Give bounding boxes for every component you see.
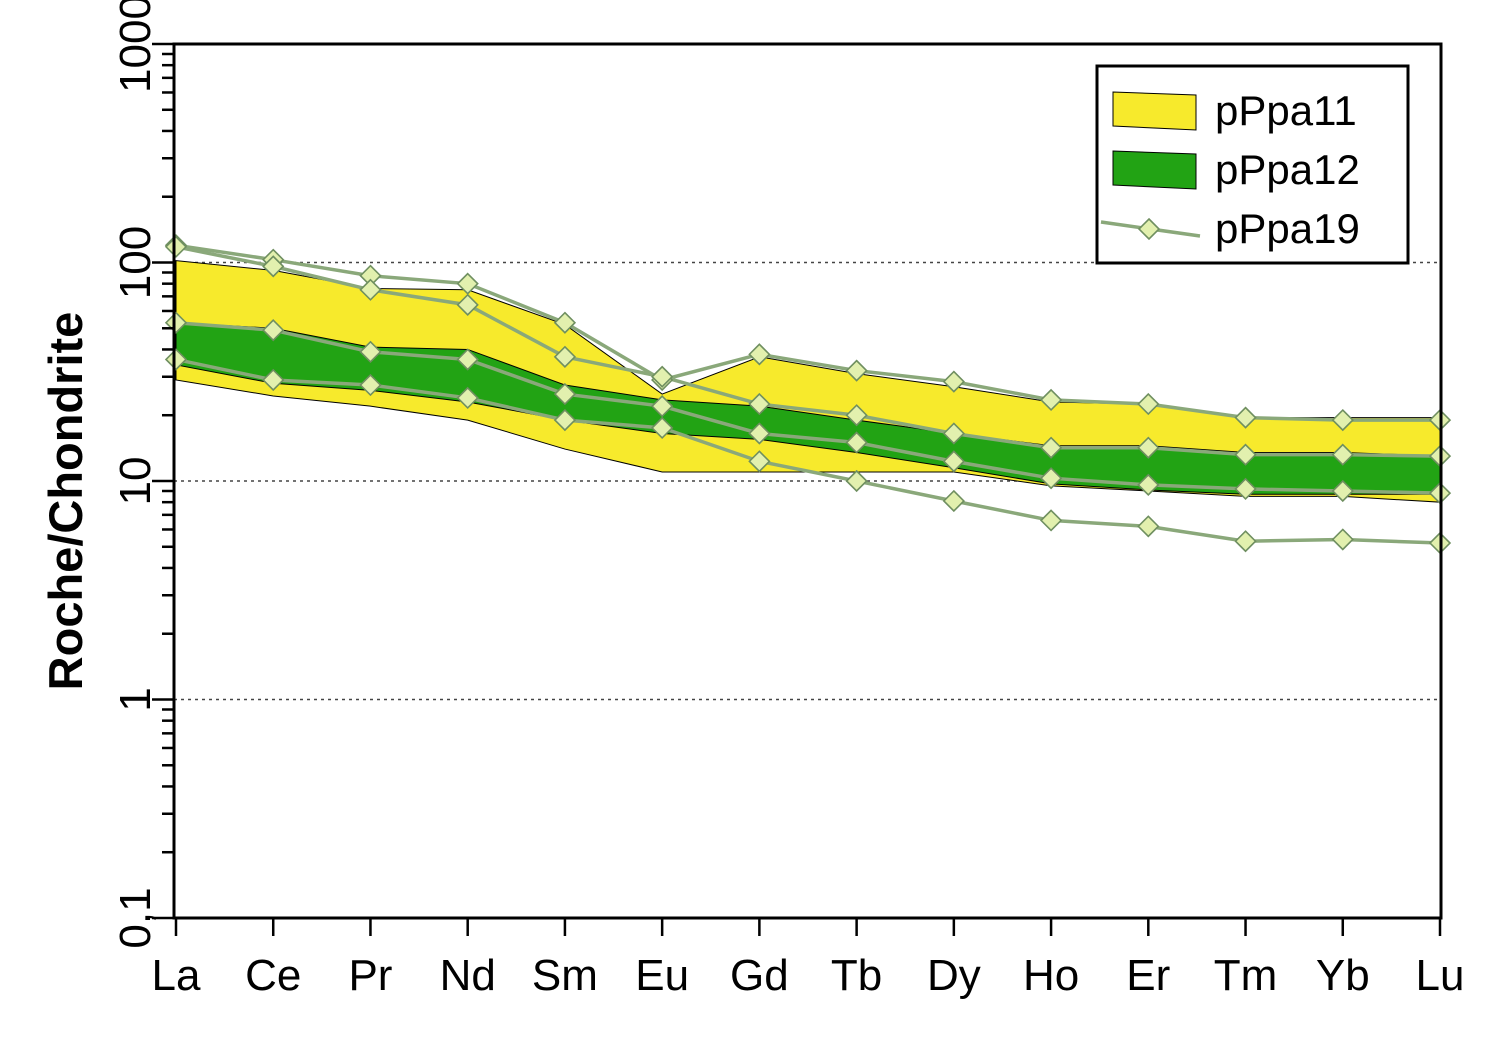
data-point-Yb [1331,479,1354,503]
x-tick-label-Lu: Lu [1416,951,1465,1000]
y-tick-label: 10 [111,457,160,506]
series-markers [164,234,1452,555]
series-lines [175,243,1441,545]
data-point-Eu [651,416,674,440]
axes: 0,1 1 10 100 1000 La Ce Pr Nd Sm Eu Gd Tb Dy Ho Er Tm Yb L… [111,0,1464,1000]
data-point-Nd [456,386,479,410]
data-point-Ho [1039,388,1063,412]
data-point-Tb [845,404,868,427]
data-point-Pr [359,278,382,301]
y-tick-label: 1 [111,687,160,711]
series-line-pPpa19-3 [175,321,1441,495]
data-point-Dy [942,370,965,393]
data-point-Yb [1331,443,1354,466]
data-point-Yb [1331,408,1354,432]
data-point-Tm [1234,530,1257,553]
data-point-Tb [845,431,868,454]
x-tick-label-Tb: Tb [831,951,882,1000]
x-tick-label-Gd: Gd [730,951,789,1000]
x-tick-label-Yb: Yb [1316,951,1370,1000]
x-tick-label-Ce: Ce [245,951,301,1000]
data-point-Dy [942,450,965,473]
data-point-Gd [748,450,771,473]
data-point-Nd [456,272,479,295]
data-point-La [164,235,188,258]
data-point-Sm [553,311,577,334]
data-point-Ce [262,255,285,278]
legend-label-pPpa12: pPpa12 [1215,146,1360,193]
legend-swatch-pPpa12 [1112,150,1197,190]
data-point-Ce [262,368,285,392]
data-point-Tb [845,359,868,382]
data-point-Eu [651,395,674,418]
data-point-Tm [1234,443,1257,466]
x-tick-label-Dy: Dy [927,951,981,1000]
y-axis-label: Roche/Chondrite [39,312,92,691]
y-tick-label: 100 [111,226,160,299]
data-point-Pr [359,340,382,363]
legend-swatch-pPpa11 [1112,91,1197,131]
data-point-Dy [942,422,965,445]
data-point-Er [1137,473,1160,497]
data-point-Gd [748,392,771,416]
x-tick-label-Ho: Ho [1023,951,1079,1000]
data-point-Sm [553,345,577,368]
series-line-pPpa19-1 [175,243,1440,422]
data-point-Ho [1039,467,1063,490]
x-tick-label-Tm: Tm [1214,951,1278,1000]
y-tick-label: 1000 [111,0,160,93]
x-tick-label-Sm: Sm [532,951,598,1000]
data-point-Er [1137,436,1160,459]
data-point-Pr [359,373,382,397]
x-tick-label-Nd: Nd [440,951,496,1000]
legend-label-pPpa19: pPpa19 [1215,205,1360,252]
gridlines [174,261,1441,701]
data-point-Er [1137,392,1160,416]
series-line-pPpa19-2 [175,245,1441,458]
data-point-La [164,348,188,371]
data-point-Tb [845,469,868,493]
x-tick-label-Eu: Eu [635,951,689,1000]
data-point-Gd [748,343,771,366]
data-point-Dy [942,489,965,513]
x-tick-label-La: La [152,951,201,1000]
data-point-Ho [1039,509,1063,532]
legend-label-pPpa11: pPpa11 [1215,87,1357,134]
x-tick-label-Er: Er [1126,951,1170,1000]
data-point-Er [1137,515,1160,538]
data-point-Nd [456,348,479,371]
legend-marker-pPpa19 [1137,217,1161,241]
data-point-Sm [553,382,577,406]
y-tick-label: 0,1 [111,887,160,948]
data-point-Sm [553,408,577,432]
data-point-Tm [1234,477,1257,501]
x-tick-label-Pr: Pr [348,951,392,1000]
data-point-Ho [1039,436,1063,459]
series-line-pPpa19-4 [175,357,1441,545]
data-point-Tm [1234,406,1257,429]
data-point-Gd [748,422,771,445]
data-point-Yb [1331,528,1354,551]
legend: pPpa11 pPpa12 pPpa19 [1095,64,1410,265]
data-point-Eu [651,365,674,388]
data-point-Ce [262,319,285,342]
data-point-Nd [456,293,479,316]
